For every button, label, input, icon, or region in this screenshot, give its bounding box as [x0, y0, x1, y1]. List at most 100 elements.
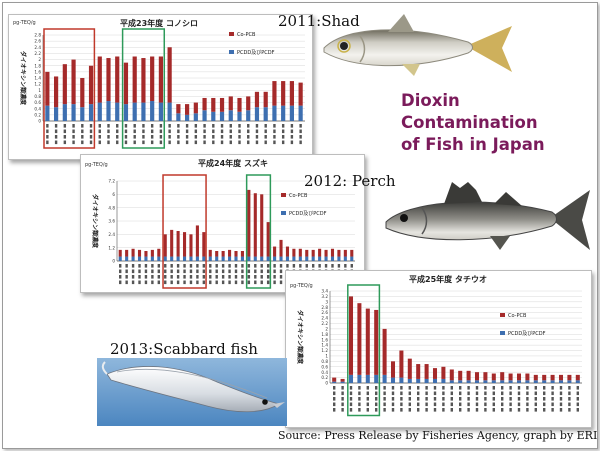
bar-co-pcb: [193, 102, 198, 114]
x-category-label-glyph: [375, 386, 378, 390]
bar-pcdd: [97, 102, 102, 121]
bar-pcdd: [62, 104, 67, 121]
x-category-label-glyph: [202, 275, 206, 279]
x-category-label-glyph: [81, 129, 84, 134]
bar-pcdd: [332, 381, 337, 383]
x-category-label-glyph: [400, 386, 403, 390]
bar-co-pcb: [202, 97, 207, 111]
x-category-label-glyph: [299, 135, 302, 139]
bar-co-pcb: [330, 248, 335, 257]
x-category-label-glyph: [212, 129, 215, 134]
x-category-label-glyph: [264, 129, 267, 134]
bar-co-pcb: [550, 374, 555, 381]
x-category-label-glyph: [501, 386, 504, 390]
bar-pcdd: [221, 256, 225, 261]
x-category-label-glyph: [176, 269, 180, 274]
x-category-label-glyph: [311, 264, 315, 268]
x-category-label-glyph: [133, 140, 136, 145]
chart-unit: pg-TEQ/g: [13, 20, 36, 26]
bar-co-pcb: [195, 225, 199, 257]
x-category-label-glyph: [408, 408, 411, 412]
bar-pcdd: [182, 256, 187, 261]
x-category-label-glyph: [391, 386, 395, 390]
x-category-label-glyph: [559, 391, 563, 396]
x-category-label-glyph: [215, 269, 218, 274]
x-category-label-glyph: [176, 264, 180, 268]
bar-pcdd: [246, 110, 251, 121]
x-category-label-glyph: [185, 124, 189, 128]
x-category-label-glyph: [72, 135, 75, 139]
y-axis-label: ダイオキシン類濃度: [296, 310, 304, 365]
x-category-label-glyph: [176, 275, 180, 279]
x-category-label-glyph: [46, 124, 49, 128]
bar-pcdd: [292, 256, 296, 261]
x-category-label-glyph: [133, 129, 136, 134]
bar-co-pcb: [167, 47, 172, 103]
x-category-label-glyph: [176, 280, 180, 285]
x-category-label-glyph: [98, 140, 101, 145]
x-category-label-glyph: [150, 129, 154, 134]
bar-co-pcb: [97, 56, 102, 103]
bar-co-pcb: [45, 71, 50, 106]
x-category-label-glyph: [241, 275, 244, 279]
y-tick-label: 0: [112, 259, 115, 264]
bar-pcdd: [567, 380, 572, 383]
x-category-label-glyph: [183, 275, 186, 279]
x-category-label-glyph: [266, 264, 270, 268]
x-category-label-glyph: [107, 140, 110, 145]
x-category-label-glyph: [467, 391, 470, 396]
x-category-label-glyph: [234, 269, 238, 274]
bar-pcdd: [132, 102, 137, 121]
y-tick-label: 0: [325, 381, 328, 386]
x-category-label-glyph: [543, 386, 546, 390]
bar-co-pcb: [131, 248, 135, 257]
bar-co-pcb: [382, 328, 387, 375]
x-category-label-glyph: [89, 129, 93, 134]
x-category-label-glyph: [138, 280, 141, 285]
bar-pcdd: [240, 256, 244, 261]
x-category-label-glyph: [281, 129, 285, 134]
x-category-label-glyph: [54, 129, 58, 134]
x-category-label-glyph: [107, 129, 110, 134]
bar-co-pcb: [318, 248, 322, 257]
x-category-label-glyph: [534, 397, 537, 401]
bar-pcdd: [228, 110, 233, 121]
y-tick-label: 7.2: [108, 179, 115, 184]
bar-co-pcb: [115, 56, 120, 103]
bar-pcdd: [215, 256, 219, 261]
x-category-label-glyph: [241, 264, 244, 268]
x-category-label-glyph: [238, 140, 241, 145]
x-category-label-glyph: [442, 386, 445, 390]
bar-pcdd: [195, 256, 199, 261]
bar-pcdd: [247, 256, 251, 261]
x-category-label-glyph: [551, 408, 554, 412]
x-category-label-glyph: [517, 408, 521, 412]
bar-co-pcb: [350, 249, 354, 257]
x-category-label-glyph: [159, 124, 163, 128]
x-category-label-glyph: [366, 391, 369, 396]
x-category-label-glyph: [576, 402, 579, 407]
bar-co-pcb: [365, 308, 370, 375]
x-category-label-glyph: [168, 129, 171, 134]
x-category-label-glyph: [292, 264, 296, 268]
chart-title: 平成25年度 タチウオ: [409, 274, 487, 284]
highlight-box-red: [43, 28, 96, 149]
x-category-label-glyph: [124, 129, 128, 134]
bar-co-pcb: [466, 370, 471, 381]
bar-pcdd: [115, 102, 120, 121]
x-category-label-glyph: [543, 402, 546, 407]
bar-pcdd: [253, 256, 257, 261]
x-category-label-glyph: [221, 280, 225, 285]
x-category-label-glyph: [442, 402, 445, 407]
x-category-label-glyph: [189, 269, 193, 274]
x-category-label-glyph: [151, 264, 154, 268]
x-category-label-glyph: [209, 275, 212, 279]
bar-co-pcb: [106, 58, 111, 102]
x-category-label-glyph: [576, 397, 579, 401]
x-category-label-glyph: [273, 129, 276, 134]
legend-label-pcdd: PCDD及びPCDF: [237, 49, 275, 56]
bar-pcdd: [234, 256, 238, 261]
x-category-label-glyph: [492, 402, 495, 407]
x-category-label-glyph: [299, 264, 302, 268]
x-category-label-glyph: [375, 397, 378, 401]
